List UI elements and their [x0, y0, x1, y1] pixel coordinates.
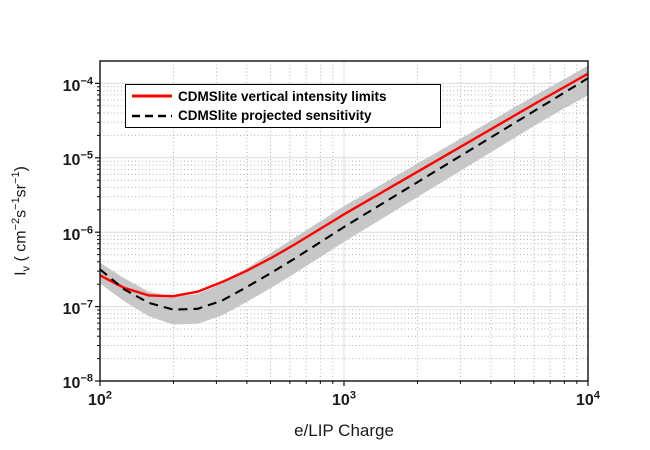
y-tick-label: 10−5: [62, 149, 93, 170]
x-tick-label: 104: [576, 390, 600, 410]
y-tick-label: 10−6: [62, 224, 93, 244]
x-axis-label: e/LIP Charge: [294, 421, 394, 440]
legend-dashed-line-swatch: [132, 114, 172, 117]
limit-curve: [100, 72, 588, 298]
legend-solid-line-swatch: [132, 94, 172, 98]
x-tick-label: 102: [88, 390, 112, 410]
uncertainty-band: [100, 65, 588, 325]
legend-item-label: CDMSlite vertical intensity limits: [178, 88, 387, 104]
y-axis-label: Iv ( cm−2s−1sr−1): [10, 166, 33, 276]
x-tick-label: 103: [332, 390, 356, 410]
sensitivity-curve: [100, 77, 588, 311]
legend-item-label: CDMSlite projected sensitivity: [178, 108, 372, 124]
y-tick-label: 10−4: [62, 75, 93, 95]
legend-item: CDMSlite projected sensitivity: [130, 107, 436, 125]
y-tick-label: 10−8: [62, 373, 93, 393]
y-tick-label: 10−7: [62, 298, 93, 318]
legend: CDMSlite vertical intensity limits CDMSli…: [125, 84, 441, 128]
legend-item: CDMSlite vertical intensity limits: [130, 87, 436, 105]
